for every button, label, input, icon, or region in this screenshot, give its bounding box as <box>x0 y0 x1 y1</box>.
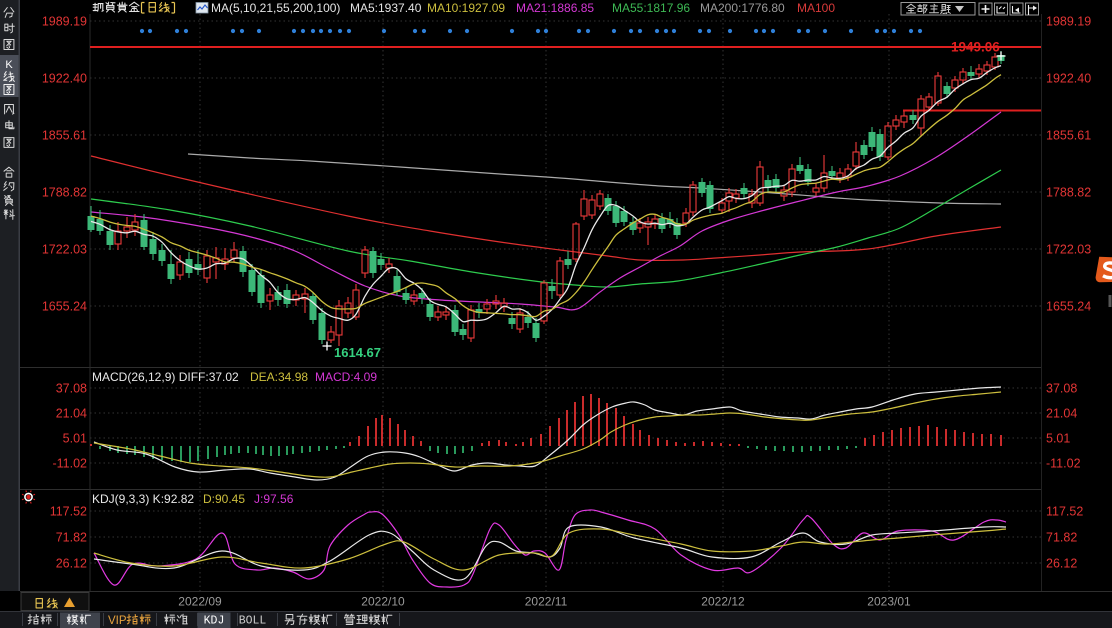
svg-text:71.82: 71.82 <box>1046 530 1077 544</box>
svg-text:1655.24: 1655.24 <box>42 299 87 313</box>
svg-text:1788.82: 1788.82 <box>42 185 87 199</box>
svg-text:MA55:1817.96: MA55:1817.96 <box>612 1 690 15</box>
svg-text:1922.40: 1922.40 <box>42 71 87 85</box>
svg-text:KDJ: KDJ <box>204 615 225 628</box>
svg-text:1788.82: 1788.82 <box>1046 185 1091 199</box>
svg-text:1989.19: 1989.19 <box>42 14 87 28</box>
svg-text:1949.06: 1949.06 <box>951 40 1000 55</box>
svg-text:VIP: VIP <box>108 615 127 627</box>
svg-text:1989.19: 1989.19 <box>1046 14 1091 28</box>
svg-text:MA200:1776.80: MA200:1776.80 <box>700 1 785 15</box>
svg-text:DEA:34.98: DEA:34.98 <box>250 370 308 384</box>
svg-text:37.08: 37.08 <box>56 381 87 395</box>
svg-text:1855.61: 1855.61 <box>1046 128 1091 142</box>
svg-text:MA(5,10,21,55,200,100): MA(5,10,21,55,200,100) <box>211 1 340 15</box>
svg-text:5.01: 5.01 <box>1046 431 1070 445</box>
svg-text:26.12: 26.12 <box>56 556 87 570</box>
svg-text:-11.02: -11.02 <box>1046 456 1081 470</box>
svg-text:71.82: 71.82 <box>56 530 87 544</box>
svg-text:2023/01: 2023/01 <box>867 595 911 609</box>
svg-text:1922.40: 1922.40 <box>1046 71 1091 85</box>
svg-text:BOLL: BOLL <box>239 615 267 628</box>
svg-text:2022/09: 2022/09 <box>178 595 222 609</box>
svg-text:MA21:1886.85: MA21:1886.85 <box>516 1 594 15</box>
svg-text:2022/10: 2022/10 <box>361 595 405 609</box>
svg-text:5.01: 5.01 <box>63 431 87 445</box>
svg-text:MA10:1927.09: MA10:1927.09 <box>427 1 505 15</box>
svg-text:J:97.56: J:97.56 <box>254 492 294 506</box>
svg-text:1722.03: 1722.03 <box>1046 242 1091 256</box>
svg-text:MACD:4.09: MACD:4.09 <box>315 370 377 384</box>
svg-text:1722.03: 1722.03 <box>42 242 87 256</box>
svg-text:MACD(26,12,9) DIFF:37.02: MACD(26,12,9) DIFF:37.02 <box>92 370 239 384</box>
svg-text:117.52: 117.52 <box>50 504 87 518</box>
svg-text:117.52: 117.52 <box>1046 504 1083 518</box>
svg-text:1655.24: 1655.24 <box>1046 299 1091 313</box>
svg-text:2022/12: 2022/12 <box>701 595 745 609</box>
svg-text:1614.67: 1614.67 <box>334 345 381 360</box>
svg-text:-11.02: -11.02 <box>52 456 87 470</box>
svg-text:KDJ(9,3,3) K:92.82: KDJ(9,3,3) K:92.82 <box>92 492 194 506</box>
svg-text:37.08: 37.08 <box>1046 381 1077 395</box>
svg-text:MA100: MA100 <box>797 1 835 15</box>
svg-text:D:90.45: D:90.45 <box>203 492 245 506</box>
svg-text:21.04: 21.04 <box>56 406 87 420</box>
svg-text:2022/11: 2022/11 <box>525 595 568 609</box>
svg-text:K: K <box>5 59 13 71</box>
svg-text:26.12: 26.12 <box>1046 556 1077 570</box>
svg-text:MA5:1937.40: MA5:1937.40 <box>350 1 422 15</box>
svg-text:1855.61: 1855.61 <box>42 128 87 142</box>
svg-text:21.04: 21.04 <box>1046 406 1077 420</box>
